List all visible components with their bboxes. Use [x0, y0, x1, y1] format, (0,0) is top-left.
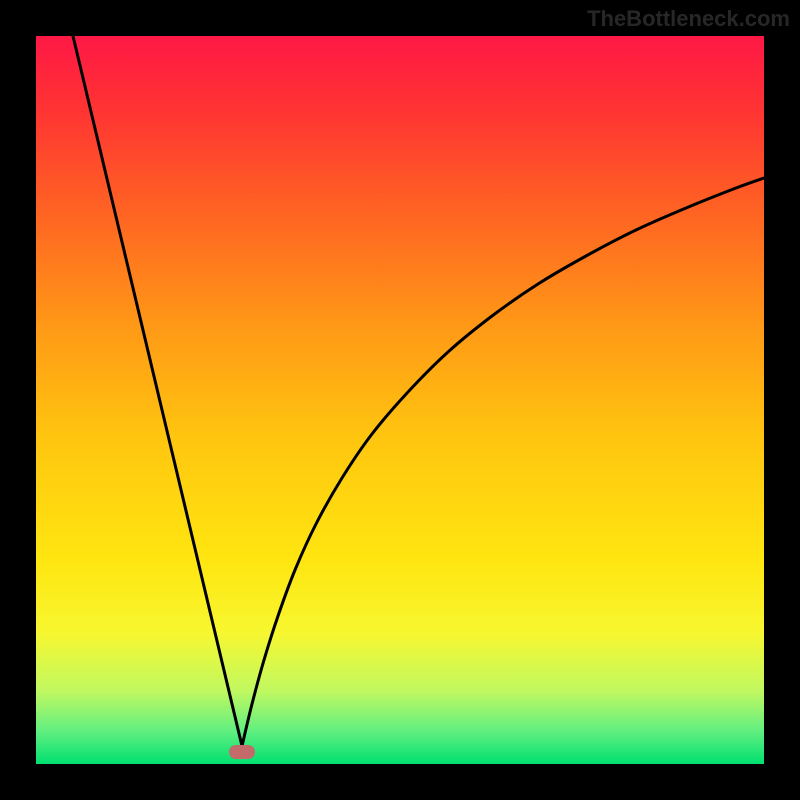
watermark-text: TheBottleneck.com [587, 6, 790, 32]
bottleneck-chart [0, 0, 800, 800]
optimal-marker [229, 745, 255, 759]
